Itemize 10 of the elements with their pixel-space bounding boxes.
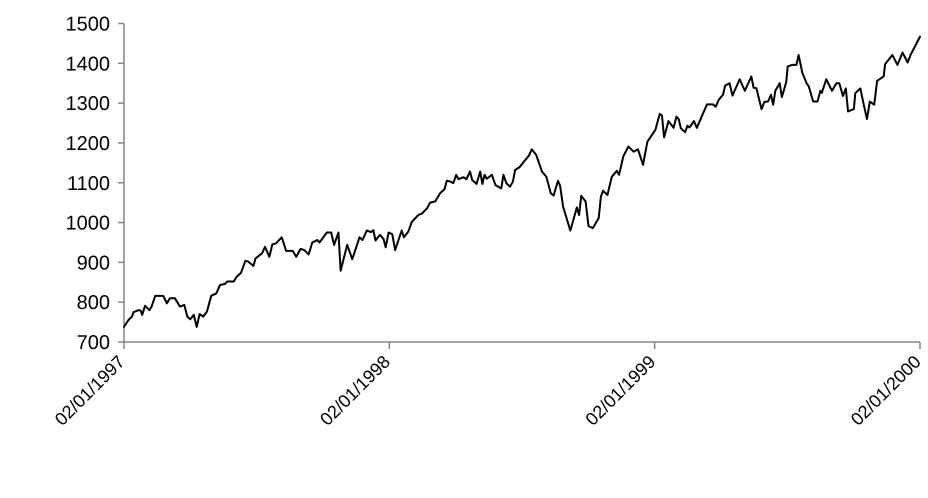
y-tick-label: 1100 [66, 172, 110, 195]
y-tick-label: 900 [76, 252, 110, 274]
y-tick-label: 1400 [66, 53, 110, 76]
y-tick-label: 1500 [66, 14, 110, 36]
y-tick-label: 1300 [66, 93, 110, 116]
y-tick-label: 800 [76, 292, 110, 314]
y-tick-label: 1000 [66, 212, 110, 235]
line-series [123, 36, 921, 328]
y-tick-label: 1200 [66, 132, 110, 155]
y-tick-label: 700 [76, 332, 110, 354]
